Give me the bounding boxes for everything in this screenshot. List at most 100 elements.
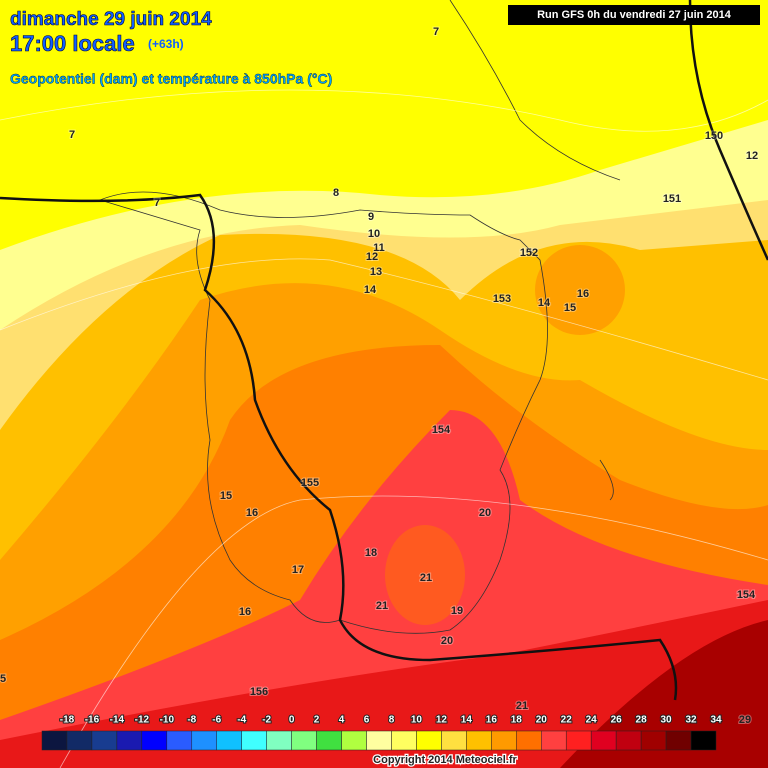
- map-label: 20: [479, 507, 491, 519]
- map-label: 7: [69, 129, 75, 141]
- field: [535, 245, 625, 335]
- map-label: 156: [250, 686, 268, 698]
- colorbar-label: -16: [85, 715, 100, 726]
- colorbar-label: 6: [364, 715, 370, 726]
- field: [385, 525, 465, 625]
- map-label: 15: [564, 302, 576, 314]
- colorbar-swatch: [116, 730, 143, 751]
- colorbar-label: -10: [160, 715, 175, 726]
- colorbar-swatch: [466, 730, 492, 751]
- map-label: 21: [420, 572, 432, 584]
- colorbar-label: -8: [187, 715, 196, 726]
- colorbar-swatch: [266, 730, 292, 751]
- map-label: 155: [301, 477, 319, 489]
- contour: [59, 495, 768, 768]
- colorbar-swatch: [91, 730, 118, 751]
- run-box: [508, 5, 760, 25]
- colorbar-label: 10: [411, 715, 423, 726]
- colorbar-label: 28: [636, 715, 648, 726]
- date-title: dimanche 29 juin 2014: [10, 9, 212, 30]
- colorbar-swatch: [316, 730, 342, 751]
- map-label: 21: [376, 600, 388, 612]
- colorbar-label: 22: [561, 715, 573, 726]
- isohypses: [0, 0, 768, 701]
- colorbar-swatch: [141, 730, 168, 751]
- isohypse: [688, 0, 768, 261]
- map-label: 7: [433, 26, 439, 38]
- colorbar-swatch: [291, 730, 317, 751]
- colorbar-swatch: [590, 730, 617, 751]
- colorbar-label: 24: [586, 715, 598, 726]
- colorbar-swatch: [541, 730, 567, 751]
- map-label: 11: [373, 242, 385, 254]
- colorbar-label: 26: [611, 715, 623, 726]
- map-label: 16: [246, 507, 258, 519]
- colorbar-label: 8: [389, 715, 395, 726]
- colorbar-swatch: [66, 730, 93, 751]
- contour: [0, 258, 768, 381]
- map-label: 152: [520, 247, 538, 259]
- map-label: 29: [739, 714, 751, 726]
- colorbar-label: 16: [486, 715, 498, 726]
- colorbar-label: 34: [710, 715, 722, 726]
- colorbar-label: 2: [314, 715, 320, 726]
- colorbar-swatch: [191, 730, 217, 751]
- colorbar-swatch: [441, 730, 467, 751]
- colorbar-swatch: [640, 730, 667, 751]
- colorbar-swatch: [166, 730, 193, 751]
- map-label: 14: [364, 284, 377, 296]
- map-label: 14: [538, 297, 551, 309]
- colorbar-label: 14: [461, 715, 473, 726]
- map-label: 12: [366, 251, 378, 263]
- map-label: 7: [154, 197, 160, 209]
- field: [0, 600, 768, 768]
- geopotential-contours: [0, 89, 768, 768]
- map-label: 19: [451, 605, 463, 617]
- colorbar-label: -14: [110, 715, 125, 726]
- colorbar-label: 20: [536, 715, 548, 726]
- colorbar-swatch: [516, 730, 542, 751]
- colorbar-swatch: [665, 730, 692, 751]
- map-label: 16: [577, 288, 589, 300]
- colorbar-swatch: [366, 730, 392, 751]
- map-label: 12: [746, 150, 758, 162]
- coastlines: [98, 0, 621, 634]
- colorbar-label: -12: [135, 715, 150, 726]
- colorbar-swatch: [615, 730, 642, 751]
- colorbar-swatch: [491, 730, 517, 751]
- colorbar-label: 32: [685, 715, 697, 726]
- map-label: 153: [493, 293, 511, 305]
- map-label: 154: [737, 589, 756, 601]
- map-label: 151: [663, 193, 681, 205]
- colorbar-swatch: [341, 730, 367, 751]
- colorbar-swatch: [690, 730, 717, 751]
- colorbar-swatch: [241, 730, 267, 751]
- coastline: [98, 191, 548, 634]
- map-label: 154: [432, 424, 451, 436]
- run-info: Run GFS 0h du vendredi 27 juin 2014: [537, 9, 732, 21]
- colorbar-label: -2: [262, 715, 271, 726]
- colorbar-label: 30: [661, 715, 673, 726]
- map-label: 20: [441, 635, 453, 647]
- colorbar-swatch: [416, 730, 442, 751]
- map-label: 5: [0, 673, 6, 685]
- copyright: Copyright 2014 Meteociel.fr: [373, 754, 517, 766]
- map-label: 18: [365, 547, 377, 559]
- map-label: 9: [368, 211, 374, 223]
- isohypse: [0, 193, 678, 701]
- colorbar-label: -6: [212, 715, 221, 726]
- contour: [0, 89, 768, 132]
- colorbar-swatch: [391, 730, 417, 751]
- colorbar: -18 -16 -14 -12 -10 -8 -6 -4 -2 0 2 4 6 8 10 12 14 16 18 20…: [41, 714, 723, 751]
- time-title: 17:00 locale: [10, 31, 135, 56]
- colorbar-label: -4: [237, 715, 246, 726]
- subtitle: Geopotentiel (dam) et température à 850h…: [10, 71, 332, 87]
- forecast-offset: (+63h): [148, 37, 184, 51]
- colorbar-label: -18: [60, 715, 75, 726]
- map-label: 15: [220, 490, 232, 502]
- colorbar-label: 18: [511, 715, 523, 726]
- map-label: 21: [516, 700, 528, 712]
